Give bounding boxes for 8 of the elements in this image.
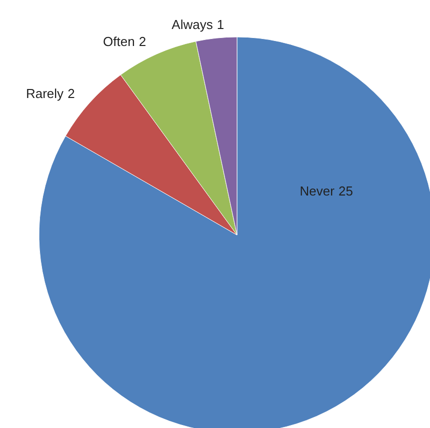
data-label: 1 <box>216 16 224 32</box>
data-label: 2 <box>138 34 146 50</box>
slice-label: Always <box>172 16 214 32</box>
slice-label: Often <box>103 34 135 50</box>
slice-label: Rarely <box>26 86 64 101</box>
data-label: 25 <box>338 183 353 198</box>
slice-label: Never <box>300 183 336 198</box>
data-label: 2 <box>68 86 75 101</box>
